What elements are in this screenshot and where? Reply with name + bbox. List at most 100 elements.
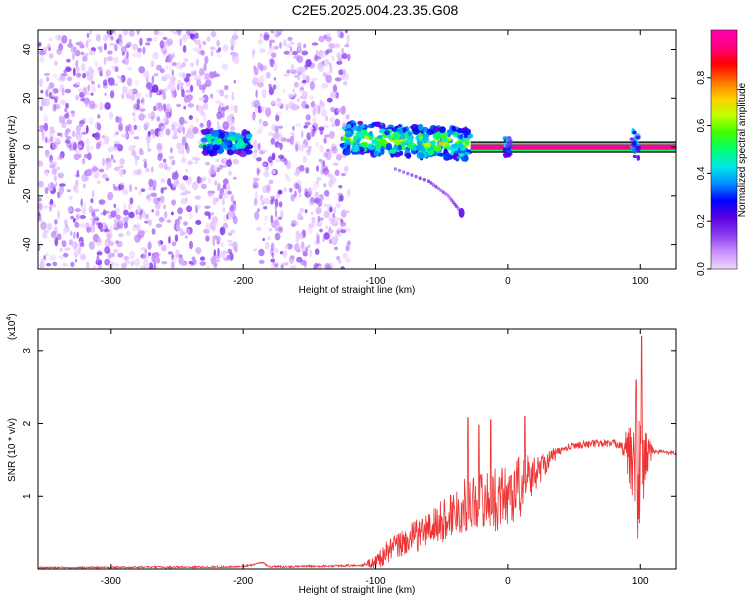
spectral-blob [195, 247, 202, 254]
spectral-blob [57, 210, 61, 220]
spectral-blob [260, 194, 264, 201]
spectral-blob [88, 205, 94, 214]
x-tick-label: 100 [632, 576, 649, 587]
spectral-blob [82, 158, 86, 165]
spectral-blob [306, 148, 311, 156]
spectral-blob [224, 94, 229, 99]
spectral-blob [443, 148, 448, 154]
spectral-blob [230, 194, 234, 203]
spectral-blob [78, 41, 84, 48]
spectral-blob [126, 77, 133, 87]
spectral-blob [231, 91, 234, 99]
spectral-blob [70, 110, 75, 114]
spectral-blob [166, 38, 174, 46]
spectral-blob [222, 121, 230, 130]
spectral-blob [140, 229, 146, 236]
spectral-blob [88, 100, 96, 110]
spectral-blob [40, 89, 44, 94]
y-tick-label: -20 [22, 188, 33, 203]
spectral-blob [42, 205, 49, 209]
spectral-blob [156, 257, 161, 263]
spectral-blob [305, 114, 311, 121]
spectral-blob [46, 263, 52, 267]
spectral-blob [344, 166, 348, 175]
spectral-blob [211, 129, 220, 138]
spectral-blob [265, 107, 272, 117]
spectral-blob [131, 124, 135, 133]
spectral-blob [114, 43, 119, 51]
spectral-blob [147, 148, 152, 152]
spectral-blob [38, 213, 42, 220]
spectral-blob [401, 140, 407, 146]
spectral-blob [311, 78, 318, 82]
spectral-blob [440, 133, 447, 141]
spectral-blob [323, 137, 327, 144]
spectral-blob [88, 241, 95, 250]
spectral-blob [114, 66, 119, 73]
spectral-blob [73, 231, 76, 240]
spectral-blob [208, 71, 215, 79]
spectral-blob [78, 120, 84, 128]
spectral-blob [434, 184, 438, 189]
spectral-blob [203, 176, 207, 180]
spectral-blob [257, 39, 263, 45]
spectral-blob [163, 211, 168, 219]
spectral-blob [119, 158, 125, 165]
spectral-blob [225, 105, 230, 110]
spectral-blob [341, 126, 348, 130]
spectral-blob [139, 108, 146, 112]
spectral-blob [190, 70, 194, 77]
spectral-blob [184, 235, 188, 239]
spectral-blob [199, 256, 206, 261]
spectral-blob [246, 130, 251, 135]
spectral-blob [268, 83, 272, 88]
spectral-blob [415, 144, 424, 151]
spectral-blob [198, 97, 205, 102]
spectral-blob [335, 237, 339, 241]
spectral-blob [51, 91, 55, 98]
spectral-blob [145, 213, 149, 220]
spectral-blob [233, 105, 238, 114]
x-tick-label: 0 [505, 276, 511, 287]
spectral-blob [459, 147, 467, 151]
spectral-blob [124, 30, 128, 36]
spectral-blob [291, 103, 295, 111]
spectral-blob [315, 141, 319, 149]
spectral-blob [151, 209, 154, 213]
spectral-blob [156, 145, 163, 152]
spectral-blob [323, 203, 328, 208]
spectral-blob [632, 140, 637, 146]
spectral-blob [113, 131, 118, 137]
spectral-blob [334, 77, 342, 82]
spectral-blob [171, 241, 177, 247]
spectral-blob [273, 62, 278, 72]
spectral-blob [87, 47, 91, 51]
spectral-blob [220, 242, 224, 248]
spectral-blob [183, 58, 189, 62]
spectrogram-y-ticks: -40 -20 0 20 40 [22, 44, 676, 252]
spectral-blob [80, 97, 86, 102]
spectral-blob [146, 142, 150, 150]
spectral-blob [422, 177, 426, 182]
spectral-blob [202, 113, 207, 122]
spectral-blob [263, 206, 268, 210]
spectral-blob [178, 72, 185, 78]
spectral-blob [262, 120, 269, 127]
spectral-blob [389, 148, 397, 154]
spectral-blob [49, 205, 53, 212]
spectral-blob [344, 148, 351, 156]
spectral-blob [402, 127, 407, 133]
spectral-blob [295, 122, 302, 128]
spectral-blob [133, 116, 137, 123]
spectral-blob [132, 224, 137, 232]
spectral-blob [502, 136, 509, 140]
spectral-blob [271, 152, 276, 161]
y-tick-label: 1 [22, 493, 33, 499]
spectral-blob [76, 144, 83, 149]
spectral-blob [52, 103, 57, 112]
spectral-blob [129, 184, 133, 193]
spectral-blob [179, 37, 182, 47]
spectral-blob [273, 84, 277, 90]
spectral-blob [160, 187, 164, 194]
spectral-blob [108, 111, 114, 120]
